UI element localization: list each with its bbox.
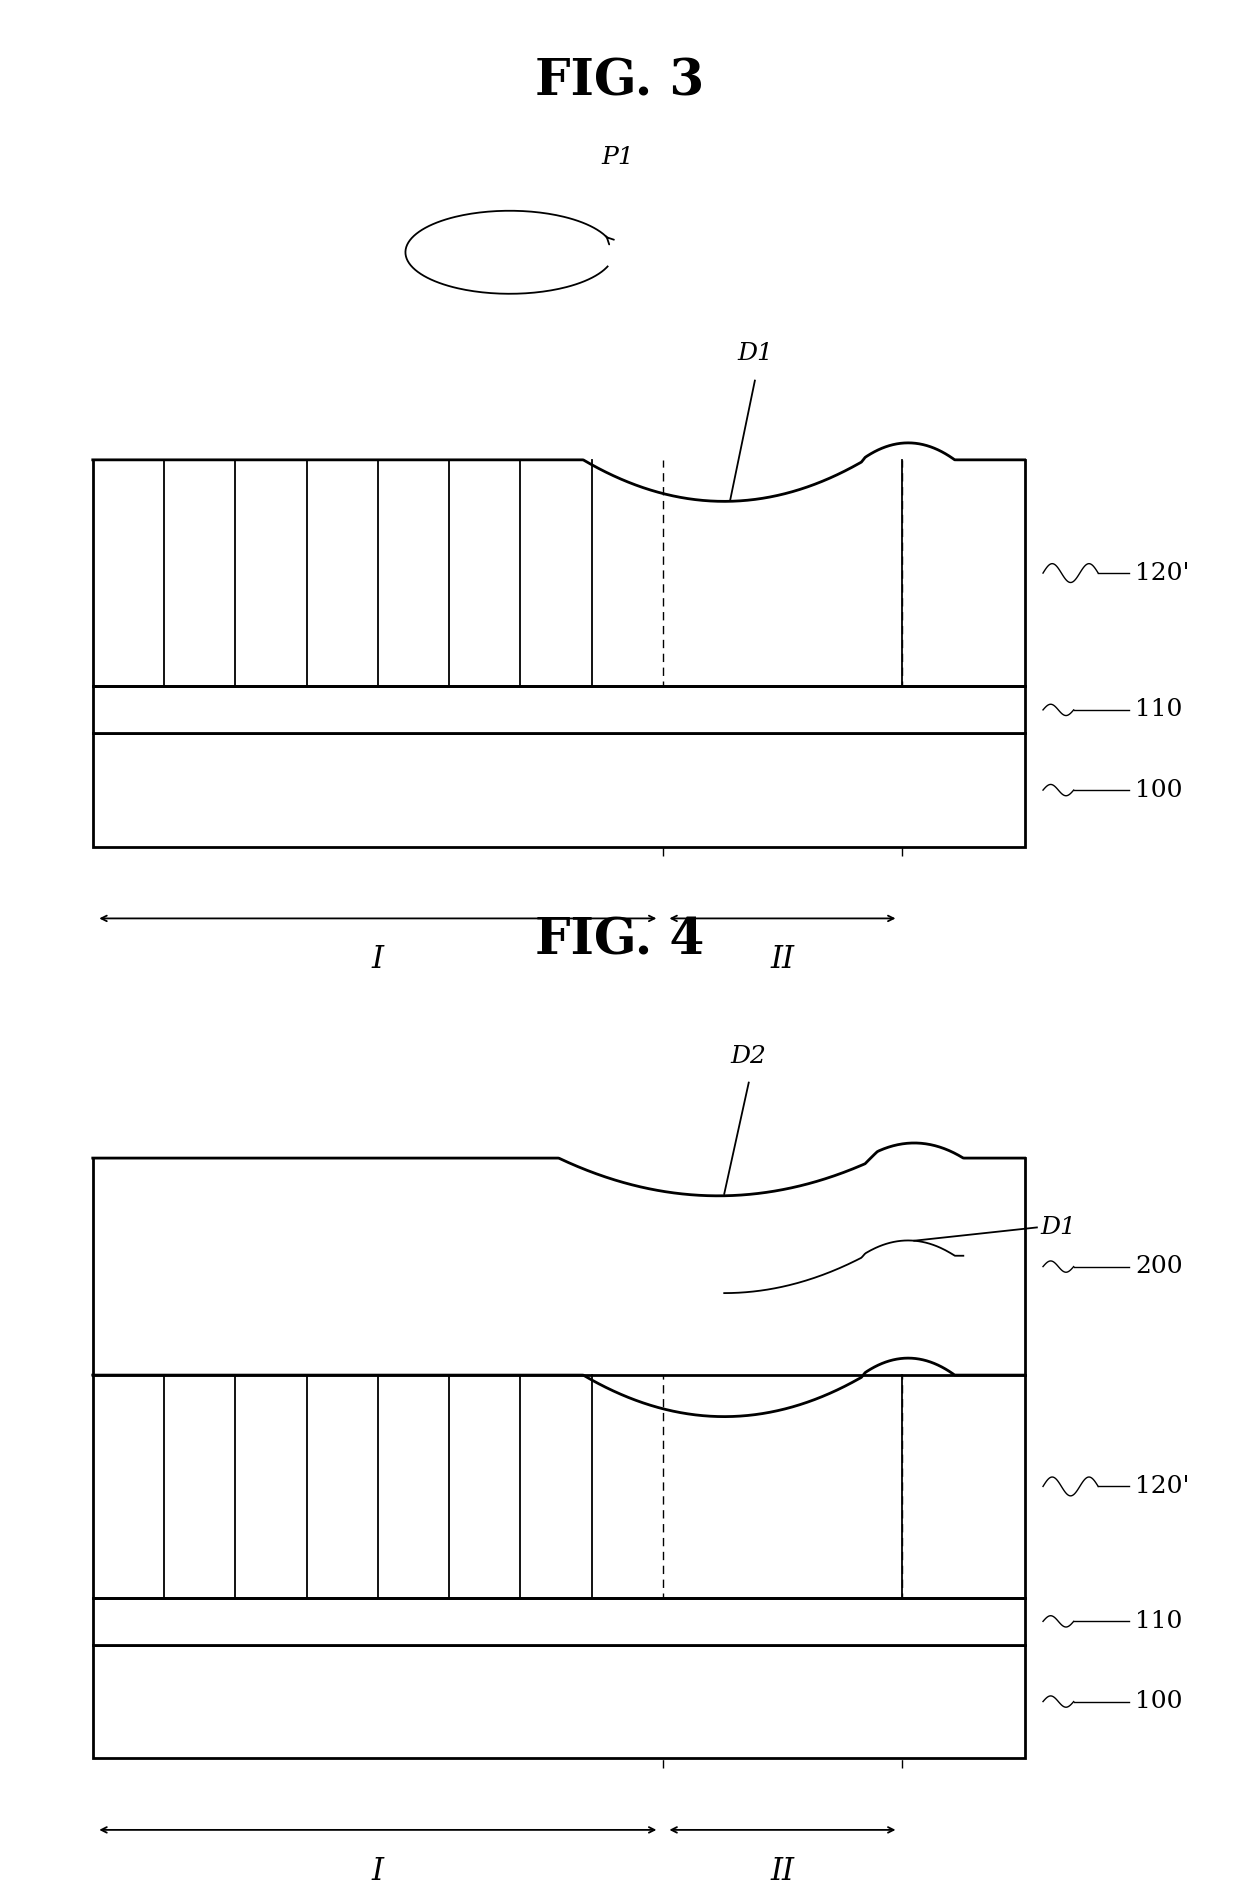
Text: II: II [770,1855,795,1888]
Text: FIG. 3: FIG. 3 [536,57,704,106]
Text: 110: 110 [1135,1610,1183,1633]
Text: 120': 120' [1135,561,1189,586]
Text: 200: 200 [1135,1255,1183,1277]
Bar [93,686,1024,734]
Bar [93,1644,1024,1758]
Text: P1: P1 [601,146,635,169]
Text: II: II [770,945,795,975]
Bar [93,734,1024,846]
Text: FIG. 4: FIG. 4 [536,916,704,966]
Text: I: I [372,945,384,975]
Bar [93,1597,1024,1644]
Text: D2: D2 [730,1044,766,1068]
Text: 110: 110 [1135,698,1183,720]
Text: 100: 100 [1135,779,1183,802]
Text: I: I [372,1855,384,1888]
Text: D1: D1 [737,342,773,365]
Text: 100: 100 [1135,1690,1183,1713]
Text: 120': 120' [1135,1475,1189,1498]
Text: D1: D1 [1040,1217,1076,1239]
